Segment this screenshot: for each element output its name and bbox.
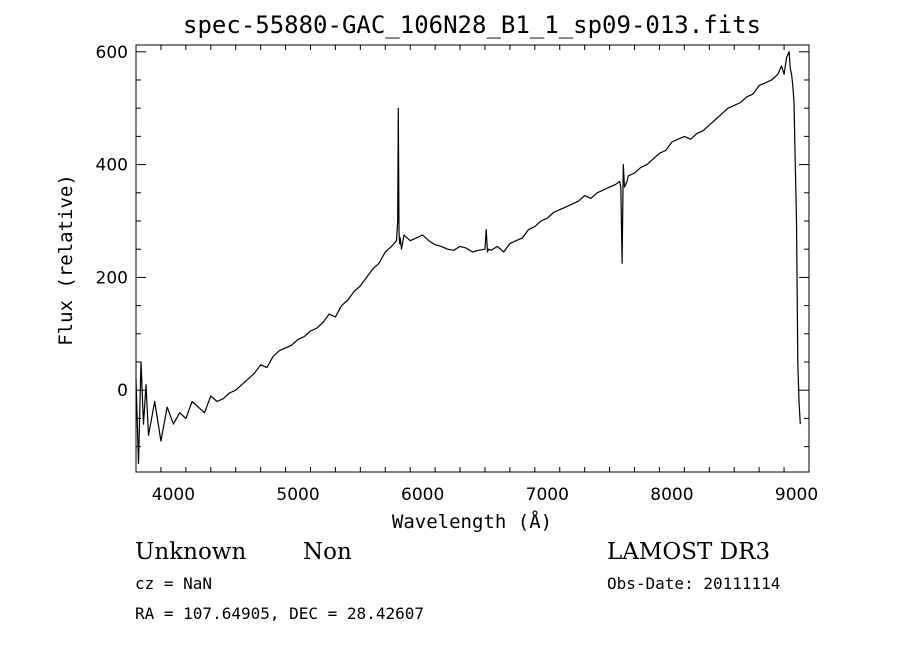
object-class: Unknown	[135, 539, 246, 565]
chart-title: spec-55880-GAC_106N28_B1_1_sp09-013.fits	[183, 11, 761, 39]
x-tick-label: 6000	[401, 485, 444, 505]
axis-tick-labels: 4000 5000 6000 7000 8000 9000 0 200 400 600	[96, 43, 819, 505]
x-tick-label: 4000	[152, 485, 195, 505]
x-axis-label: Wavelength (Å)	[392, 510, 552, 533]
x-tick-label: 9000	[775, 485, 818, 505]
coordinates-text: RA = 107.64905, DEC = 28.42607	[135, 604, 424, 623]
y-tick-label: 600	[96, 43, 128, 63]
spectrum-series-line	[135, 51, 801, 465]
y-axis-label: Flux (relative)	[55, 174, 77, 346]
y-tick-label: 400	[96, 156, 128, 176]
x-tick-label: 8000	[650, 485, 693, 505]
obs-date-text: Obs-Date: 20111114	[607, 574, 780, 593]
y-tick-label: 0	[117, 381, 128, 401]
x-tick-label: 5000	[276, 485, 319, 505]
redshift-text: cz = NaN	[135, 574, 212, 593]
axis-ticks	[135, 45, 810, 472]
x-tick-label: 7000	[526, 485, 569, 505]
survey-name: LAMOST DR3	[607, 539, 770, 565]
y-tick-label: 200	[96, 268, 128, 288]
plot-frame	[135, 44, 810, 473]
object-subclass: Non	[303, 539, 352, 565]
